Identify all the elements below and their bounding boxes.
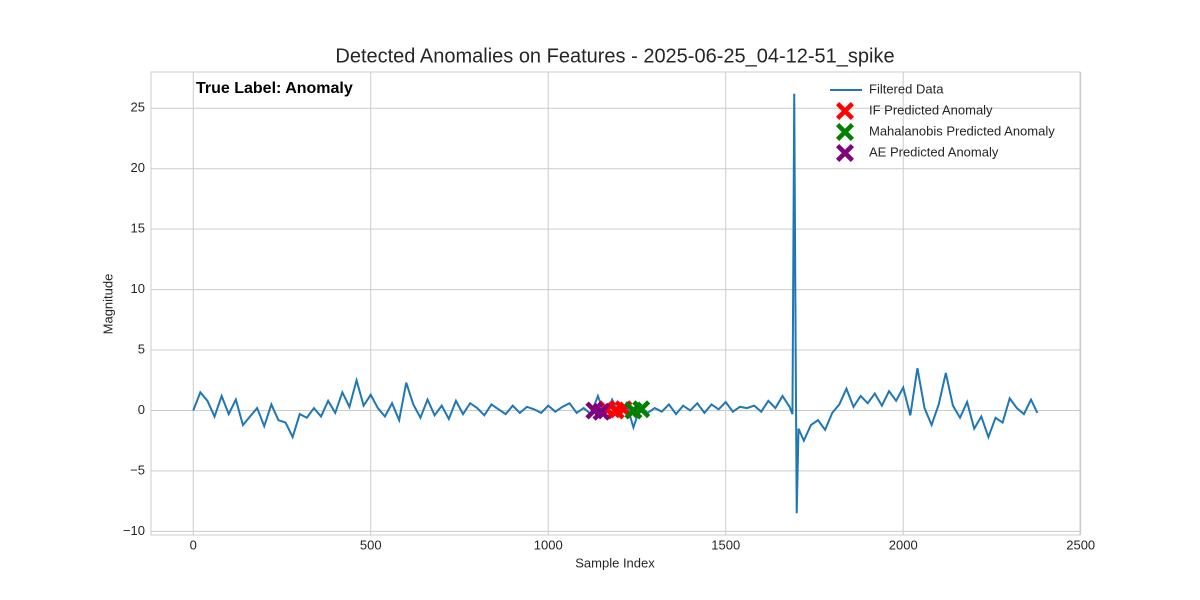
y-tick-label: 25	[131, 100, 145, 115]
y-tick-label: 10	[131, 281, 145, 296]
x-tick-label: 1500	[711, 537, 740, 552]
marks	[192, 93, 1039, 514]
grid: 0 500 1000 1500 2000 2500 −10 −5 0 5 10 15 20 25	[123, 72, 1095, 552]
legend: Filtered Data IF Predicted Anomaly Mahalan…	[830, 81, 1055, 162]
legend-swatch	[836, 102, 854, 120]
x-tick-label: 500	[360, 537, 382, 552]
x-tick-label: 0	[190, 537, 197, 552]
legend-label: Filtered Data	[869, 81, 944, 96]
legend-swatch	[836, 123, 854, 141]
y-tick-label: 15	[131, 221, 145, 236]
chart-title: Detected Anomalies on Features - 2025-06…	[335, 45, 894, 67]
y-tick-label: 20	[131, 160, 145, 175]
y-axis-label: Magnitude	[100, 274, 115, 335]
y-tick-label: 5	[138, 341, 145, 356]
x-axis-label: Sample Index	[575, 555, 655, 570]
x-tick-label: 1000	[534, 537, 563, 552]
anomaly-marker	[632, 400, 651, 419]
annotation: True Label: Anomaly	[196, 80, 353, 97]
y-tick-label: −5	[130, 462, 145, 477]
x-tick-label: 2000	[889, 537, 918, 552]
y-tick-label: −10	[123, 523, 145, 538]
legend-swatch	[836, 144, 854, 162]
plot-area	[150, 71, 1081, 536]
y-tick-label: 0	[138, 402, 145, 417]
legend-label: Mahalanobis Predicted Anomaly	[869, 123, 1055, 138]
anomaly-marker	[592, 402, 611, 421]
legend-label: AE Predicted Anomaly	[869, 144, 999, 159]
x-tick-label: 2500	[1066, 537, 1095, 552]
legend-label: IF Predicted Anomaly	[869, 102, 993, 117]
